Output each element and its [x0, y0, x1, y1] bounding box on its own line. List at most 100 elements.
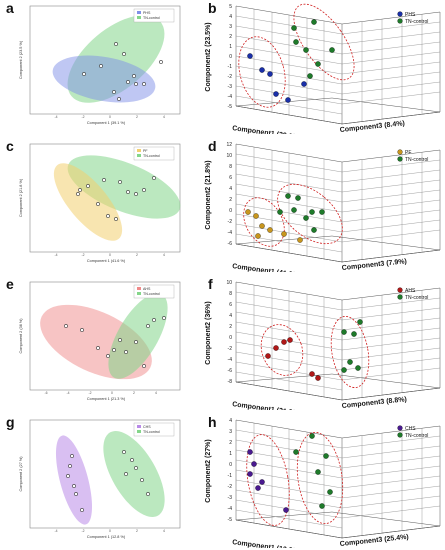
svg-text:0: 0 [109, 115, 111, 119]
pca3d-plot-f: 10 8 6 4 2 0 -2 -4 -6 -8 Component2 (36%) Com… [205, 280, 441, 410]
svg-text:-4: -4 [54, 115, 57, 119]
svg-text:-2: -2 [81, 529, 84, 533]
panel-letter-e: e [6, 276, 14, 292]
svg-text:4: 4 [163, 253, 165, 257]
svg-text:0: 0 [109, 529, 111, 533]
svg-text:-1: -1 [228, 64, 233, 70]
svg-text:12: 12 [226, 142, 232, 148]
svg-text:-6: -6 [228, 368, 233, 374]
y-axis-label: Component 2 (23.5 %) [19, 40, 23, 79]
pca-plot-c: PF TN-control -4 -2 0 2 4 Component 1 (4… [19, 143, 181, 263]
x-axis-label: Component 1 (39.1 %) [87, 121, 126, 125]
svg-text:0: 0 [229, 462, 232, 468]
panel-letter-d: d [208, 138, 217, 154]
svg-text:-2: -2 [228, 74, 233, 80]
legend-label: PHS [143, 11, 151, 15]
svg-text:AHS: AHS [143, 287, 151, 291]
svg-text:CHS: CHS [143, 425, 151, 429]
svg-text:TN-control: TN-control [143, 154, 160, 158]
svg-text:-1: -1 [228, 473, 233, 479]
svg-text:Component2 (36%): Component2 (36%) [205, 301, 212, 364]
svg-text:4: 4 [229, 186, 232, 192]
svg-text:0: 0 [109, 253, 111, 257]
svg-text:4: 4 [163, 115, 165, 119]
x-axis-label: Component1 (39.1%) [232, 125, 302, 134]
legend-label: PHS [405, 12, 416, 18]
panel-letter-f: f [208, 276, 213, 292]
svg-text:-5: -5 [228, 517, 233, 523]
svg-text:1: 1 [229, 451, 232, 457]
svg-text:PF: PF [405, 150, 411, 156]
svg-text:Component3 (8.8%): Component3 (8.8%) [341, 396, 407, 410]
svg-text:-2: -2 [88, 391, 91, 395]
svg-text:PF: PF [143, 149, 148, 153]
svg-text:Component 2 (27 %): Component 2 (27 %) [19, 456, 23, 492]
svg-text:-4: -4 [228, 357, 233, 363]
svg-text:Component 2 (21.8 %): Component 2 (21.8 %) [19, 178, 23, 217]
svg-text:2: 2 [133, 391, 135, 395]
svg-text:TN-control: TN-control [405, 295, 428, 301]
svg-text:5: 5 [229, 4, 232, 10]
svg-text:Component3 (7.9%): Component3 (7.9%) [341, 258, 407, 272]
svg-text:-2: -2 [228, 346, 233, 352]
svg-text:Component 1 (12.8 %): Component 1 (12.8 %) [87, 535, 126, 539]
svg-text:4: 4 [163, 529, 165, 533]
svg-text:-6: -6 [44, 391, 47, 395]
svg-text:Component2 (27%): Component2 (27%) [205, 439, 212, 502]
svg-text:AHS: AHS [405, 288, 416, 294]
svg-text:4: 4 [155, 391, 157, 395]
svg-text:-8: -8 [228, 379, 233, 385]
legend-label: TN-control [143, 16, 160, 20]
row-2: c d PF TN-control -4 -2 0 2 4 Component … [0, 138, 445, 273]
pca-plot-a: PHS TN-control -4 -2 0 2 4 Component 1 (… [19, 5, 181, 125]
svg-text:TN-control: TN-control [143, 292, 160, 296]
svg-text:2: 2 [136, 253, 138, 257]
svg-text:10: 10 [226, 153, 232, 159]
pca-plot-g: CHS TN-control -4 -2 0 2 4 Component 1 (… [19, 419, 181, 539]
svg-text:2: 2 [229, 197, 232, 203]
row-4: g h CHS TN-control -4 -2 0 2 4 Component… [0, 414, 445, 549]
svg-text:TN-control: TN-control [405, 433, 428, 439]
svg-text:Component 1 (21.3 %): Component 1 (21.3 %) [87, 397, 126, 401]
ellipse-group [52, 55, 156, 103]
svg-text:3: 3 [229, 24, 232, 30]
svg-text:CHS: CHS [405, 426, 416, 432]
row-3: e f AHS TN-control -6 -4 -2 0 2 4 Compon… [0, 276, 445, 411]
svg-text:8: 8 [229, 291, 232, 297]
svg-text:-4: -4 [66, 391, 69, 395]
svg-text:4: 4 [229, 313, 232, 319]
svg-text:Component2 (21.8%): Component2 (21.8%) [205, 160, 212, 229]
panel-letter-g: g [6, 414, 15, 430]
panel-letter-c: c [6, 138, 14, 154]
svg-text:6: 6 [229, 302, 232, 308]
svg-text:10: 10 [226, 280, 232, 286]
svg-text:-2: -2 [228, 219, 233, 225]
panel-letter-a: a [6, 0, 14, 16]
y-axis-label: Component3 (8.4%) [339, 120, 405, 134]
svg-text:TN-control: TN-control [405, 157, 428, 163]
svg-text:-3: -3 [228, 84, 233, 90]
pca3d-plot-d: 12 10 8 6 4 2 0 -2 -4 -6 Component2 (21.8%) C… [205, 142, 441, 272]
pca-plot-e: AHS TN-control -6 -4 -2 0 2 4 Component … [19, 281, 181, 401]
svg-text:-4: -4 [228, 230, 233, 236]
svg-text:-2: -2 [228, 484, 233, 490]
svg-text:4: 4 [229, 418, 232, 424]
svg-text:0: 0 [229, 335, 232, 341]
svg-text:-2: -2 [81, 115, 84, 119]
pca3d-plot-h: 4 3 2 1 0 -1 -2 -3 -4 -5 Component2 (27%) Com… [205, 418, 441, 548]
svg-text:-2: -2 [81, 253, 84, 257]
svg-text:-4: -4 [228, 94, 233, 100]
svg-text:2: 2 [229, 440, 232, 446]
svg-text:Component1 (41.6%): Component1 (41.6%) [232, 263, 302, 272]
svg-text:-4: -4 [228, 506, 233, 512]
svg-text:Component 2 (36 %): Component 2 (36 %) [19, 318, 23, 354]
svg-text:-3: -3 [228, 495, 233, 501]
svg-text:6: 6 [229, 175, 232, 181]
svg-text:-4: -4 [54, 529, 57, 533]
z-axis-label: Component2 (23.5%) [205, 22, 212, 91]
svg-text:0: 0 [111, 391, 113, 395]
svg-text:0: 0 [229, 208, 232, 214]
svg-text:Component 1 (41.6 %): Component 1 (41.6 %) [87, 259, 126, 263]
svg-text:-6: -6 [228, 241, 233, 247]
svg-text:8: 8 [229, 164, 232, 170]
